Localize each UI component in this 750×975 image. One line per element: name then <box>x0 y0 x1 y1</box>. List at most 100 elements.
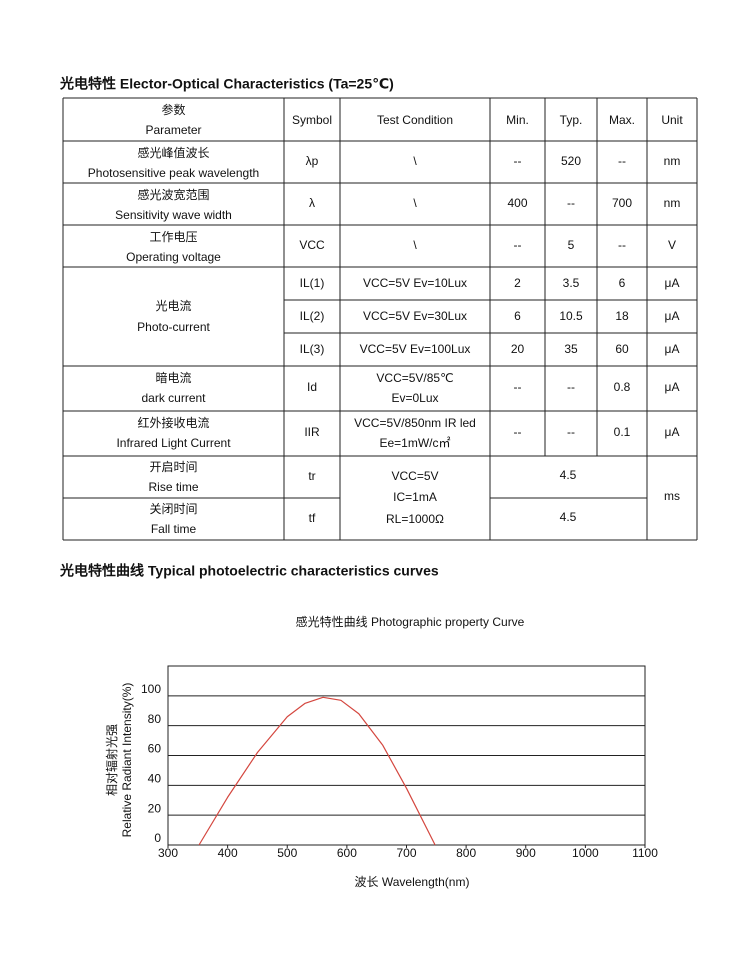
table-cell: IIR <box>304 425 320 439</box>
table-cell: 18 <box>615 309 629 323</box>
table-cell: 4.5 <box>560 510 577 524</box>
table-cell: IL(1) <box>300 276 325 290</box>
table-cell: -- <box>514 238 522 252</box>
table-cell: VCC=5V Ev=10Lux <box>363 276 467 290</box>
table-cell: tf <box>309 511 316 525</box>
table-cell: \ <box>413 238 417 252</box>
x-tick-label: 900 <box>516 846 536 860</box>
x-tick-label: 1000 <box>572 846 599 860</box>
header-cell: Test Condition <box>377 113 453 127</box>
table-cell: 关闭时间 <box>149 502 197 516</box>
table-cell: IL(3) <box>300 342 325 356</box>
x-tick-label: 700 <box>396 846 416 860</box>
table-cell: \ <box>413 154 417 168</box>
x-axis-label: 波长 Wavelength(nm) <box>355 875 470 889</box>
header-cell: Unit <box>661 113 683 127</box>
table-cell: λp <box>306 154 319 168</box>
table-cell: dark current <box>141 391 206 405</box>
table-cell: 5 <box>568 238 575 252</box>
y-tick-label: 40 <box>148 772 162 786</box>
table-cell: V <box>668 238 676 252</box>
table-cell: IL(2) <box>300 309 325 323</box>
table-cell: VCC=5V/85℃ <box>376 371 453 385</box>
table-cell: nm <box>664 196 681 210</box>
table-cell: 光电流 <box>155 299 191 313</box>
table-cell: 感光峰值波长 <box>137 145 209 160</box>
table-cell: 0.8 <box>614 380 631 394</box>
y-axis-label: Relative Radiant Intensity(%) <box>120 683 134 838</box>
y-tick-label: 20 <box>148 801 162 815</box>
x-tick-label: 300 <box>158 846 178 860</box>
table-cell: ms <box>664 489 680 503</box>
table-cell: 35 <box>564 342 578 356</box>
table-cell: Infrared Light Current <box>116 436 231 450</box>
table-cell: \ <box>413 196 417 210</box>
chart-title: 感光特性曲线 Photographic property Curve <box>296 614 525 629</box>
table-cell: Operating voltage <box>126 250 221 264</box>
table-cell: 60 <box>615 342 629 356</box>
table-cell: 3.5 <box>563 276 580 290</box>
table-cell: Id <box>307 380 317 394</box>
table-cell: nm <box>664 154 681 168</box>
table-cell: μA <box>665 276 680 290</box>
table-cell: 红外接收电流 <box>137 415 209 430</box>
table-cell: -- <box>514 425 522 439</box>
table-cell: 6 <box>514 309 521 323</box>
y-axis-label: 相对辐射光强 <box>104 724 119 796</box>
table-cell: Sensitivity wave width <box>115 208 232 222</box>
table-cell: μA <box>665 342 680 356</box>
table-cell: 工作电压 <box>149 230 197 244</box>
x-tick-label: 500 <box>277 846 297 860</box>
table-cell: 20 <box>511 342 525 356</box>
section-title: 光电特性曲线 Typical photoelectric characteris… <box>59 563 439 579</box>
header-cell: Symbol <box>292 113 332 127</box>
table-cell: -- <box>618 238 626 252</box>
table-cell: RL=1000Ω <box>386 512 444 526</box>
header-cell: Min. <box>506 113 529 127</box>
table-cell: -- <box>567 196 575 210</box>
y-tick-label: 80 <box>148 712 162 726</box>
y-tick-label: 0 <box>154 831 161 845</box>
table-cell: 2 <box>514 276 521 290</box>
table-cell: 0.1 <box>614 425 631 439</box>
table-cell: 感光波宽范围 <box>137 187 209 202</box>
table-cell: λ <box>309 196 315 210</box>
header-cell: Max. <box>609 113 635 127</box>
table-cell: Rise time <box>148 480 198 494</box>
table-cell: VCC <box>299 238 325 252</box>
table-cell: 6 <box>619 276 626 290</box>
table-cell: VCC=5V <box>391 469 438 483</box>
table-cell: Ee=1mW/c㎡ <box>379 436 450 450</box>
table-cell: Photo-current <box>137 320 210 334</box>
table-cell: -- <box>514 380 522 394</box>
table-cell: -- <box>618 154 626 168</box>
table-cell: 10.5 <box>559 309 583 323</box>
x-tick-label: 600 <box>337 846 357 860</box>
y-tick-label: 100 <box>141 682 161 696</box>
table-cell: -- <box>514 154 522 168</box>
header-cell: Parameter <box>145 123 201 137</box>
y-tick-label: 60 <box>148 742 162 756</box>
table-cell: μA <box>665 380 680 394</box>
x-tick-label: 400 <box>218 846 238 860</box>
table-cell: VCC=5V Ev=100Lux <box>360 342 471 356</box>
table-cell: 4.5 <box>560 468 577 482</box>
table-cell: μA <box>665 425 680 439</box>
table-cell: 暗电流 <box>155 370 191 385</box>
table-cell: 520 <box>561 154 581 168</box>
table-cell: Ev=0Lux <box>391 391 438 405</box>
curve <box>198 696 436 846</box>
header-cell: 参数 <box>161 102 185 117</box>
table-cell: μA <box>665 309 680 323</box>
table-cell: Photosensitive peak wavelength <box>88 166 259 180</box>
table-cell: IC=1mA <box>393 490 437 504</box>
table-cell: Fall time <box>151 522 197 536</box>
table-cell: -- <box>567 425 575 439</box>
table-cell: 开启时间 <box>149 460 197 474</box>
x-tick-label: 1100 <box>632 846 658 860</box>
table-cell: VCC=5V Ev=30Lux <box>363 309 467 323</box>
table-cell: 700 <box>612 196 632 210</box>
section-title: 光电特性 Elector-Optical Characteristics (Ta… <box>59 76 394 92</box>
table-cell: VCC=5V/850nm IR led <box>354 416 476 430</box>
